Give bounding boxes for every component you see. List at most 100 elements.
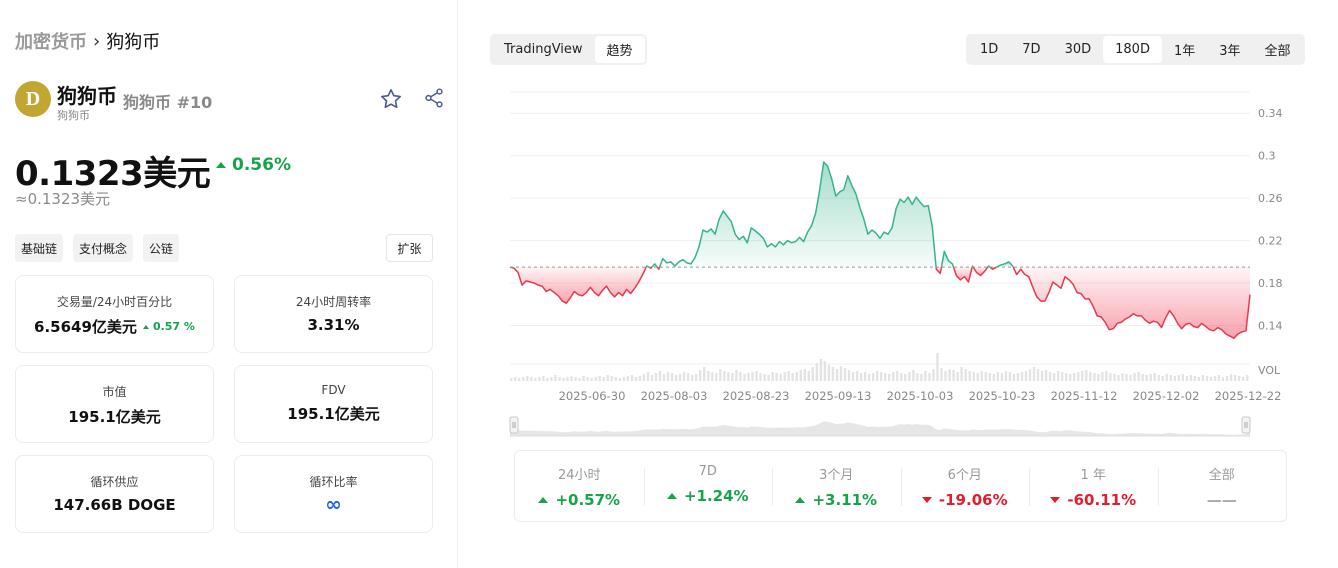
arrow-up-icon [666,493,677,499]
range-1y[interactable]: 1年 [1173,44,1196,59]
volume-bar [1213,376,1217,381]
range-180d[interactable]: 180D [1103,36,1162,63]
volume-bar [1242,377,1245,381]
volume-bar [843,368,847,381]
stat-card-circulation-ratio: 循环比率 ∞ [234,455,433,533]
x-tick-label: 2025-09-13 [805,389,872,403]
stat-label: FDV [321,383,346,397]
volume-bar [747,373,750,381]
stat-value: 195.1亿美元 [287,405,380,423]
volume-bar [1129,375,1132,381]
volume-bar [719,369,722,381]
volume-bar [807,371,810,381]
price-line-down [656,266,661,270]
area-fill-down [1013,267,1250,339]
breadcrumb-parent-link[interactable]: 加密货币 [15,32,87,53]
volume-bar [1061,372,1064,381]
volume-bar [723,371,726,381]
volume-bar [779,374,782,381]
volume-bar [827,365,831,381]
volume-bar [992,374,995,381]
stat-label: 市值 [102,385,127,399]
volume-bar [855,371,859,381]
volume-label: VOL [1258,364,1281,377]
volume-bar [839,366,843,381]
arrow-up-icon [538,497,549,503]
tag-item[interactable]: 公链 [143,234,180,262]
volume-bar [727,372,730,381]
arrow-up-icon [795,497,806,503]
volume-bar [972,372,975,381]
y-tick-label: 0.26 [1258,192,1283,205]
tag-item[interactable]: 基础链 [15,234,64,262]
volume-bar [847,370,851,381]
volume-bar [1004,371,1008,381]
volume-bar [976,373,979,381]
perf-3m: 3个月 +3.11% [772,464,901,509]
volume-bar [771,372,774,381]
expand-button[interactable]: 扩张 [386,234,433,262]
perf-value: +3.11% [812,491,878,509]
volume-bar [1113,374,1116,381]
tag-item[interactable]: 支付概念 [73,234,134,262]
volume-bar [646,372,650,381]
share-icon[interactable] [423,87,445,109]
volume-bar [1205,376,1209,381]
volume-bar [948,369,951,381]
volume-bar [614,377,617,381]
volume-bar [831,367,835,381]
current-price: 0.1323美元 [15,154,211,194]
navigator-handle-right[interactable] [1241,416,1251,434]
arrow-up-icon [142,324,149,329]
volume-bar [630,375,634,381]
volume-bar [638,376,642,381]
stat-card-supply: 循环供应 147.66B DOGE [15,455,214,533]
range-3y[interactable]: 3年 [1219,44,1241,59]
volume-bar [550,377,553,381]
coin-subname: 狗狗币 [57,109,90,122]
volume-bar [642,374,646,381]
performance-bar: 24小时 +0.57% 7D +1.24% 3个月 +3.11% 6个月 -19… [514,450,1287,522]
volume-bar [711,372,714,381]
price-line-down [989,266,997,270]
volume-bar [791,373,794,381]
volume-bar [1028,369,1032,381]
volume-bar [916,373,919,381]
range-1d[interactable]: 1D [980,42,999,57]
volume-bar [562,378,565,381]
y-tick-label: 0.22 [1258,235,1283,248]
volume-bar [691,375,694,381]
volume-bar [574,377,577,381]
tab-trend[interactable]: 趋势 [594,36,645,63]
range-all[interactable]: 全部 [1264,44,1291,59]
volume-bar [715,373,718,381]
star-icon[interactable] [379,87,403,111]
navigator-handle-left[interactable] [509,416,519,434]
tab-tradingview[interactable]: TradingView [504,42,583,57]
volume-bar [1089,372,1092,381]
volume-bar [735,370,738,381]
arrow-down-icon [1050,497,1061,503]
volume-bar [928,373,931,381]
coin-header: D 狗狗币 狗狗币 狗狗币 #10 [15,80,445,122]
volume-bar [1237,376,1241,381]
arrow-down-icon [921,497,932,503]
volume-bar [598,376,601,381]
stat-card-turnover: 24小时周转率 3.31% [234,275,433,353]
volume-bar [1069,374,1072,381]
range-30d[interactable]: 30D [1064,42,1092,57]
price-line-up [987,265,991,268]
x-tick-label: 2025-10-03 [887,389,954,403]
tag-list: 基础链 支付概念 公链 [15,234,180,262]
volume-bar [674,375,678,381]
volume-bar [670,373,674,381]
volume-bar [570,376,573,381]
volume-bar [884,373,887,381]
stat-value: 147.66B DOGE [53,496,176,514]
volume-bar [787,371,790,381]
volume-bar [775,373,778,381]
price-chart[interactable]: 0.34 0.3 0.26 0.22 0.18 0.14 VOL 2025-06-30 2025… [500,80,1300,444]
navigator-area[interactable] [510,421,1250,436]
range-7d[interactable]: 7D [1022,42,1041,57]
volume-bar [755,371,758,381]
